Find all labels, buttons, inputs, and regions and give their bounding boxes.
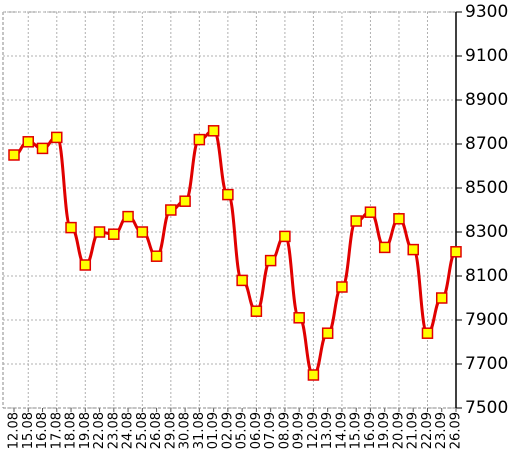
marker [207, 125, 220, 137]
marker [336, 281, 348, 293]
y-tick-label: 8700 [465, 134, 508, 154]
x-tick-label: 19.08 [78, 412, 93, 449]
x-tick-label: 19.09 [377, 412, 392, 449]
marker [407, 243, 419, 256]
x-tick-label: 16.08 [35, 412, 50, 449]
x-tick-label: 31.08 [192, 412, 207, 449]
x-tick-label: 22.09 [420, 412, 435, 449]
x-tick-label: 23.09 [434, 412, 449, 449]
marker [22, 136, 35, 148]
marker [193, 133, 206, 146]
y-tick-label: 7700 [465, 354, 508, 374]
marker [222, 188, 234, 201]
marker [250, 305, 263, 317]
x-tick-label: 06.09 [249, 412, 264, 449]
x-tick-label: 09.09 [292, 412, 307, 449]
x-tick-label: 30.08 [178, 412, 193, 449]
marker [150, 250, 163, 262]
x-tick-label: 12.09 [306, 412, 321, 449]
x-tick-label: 14.09 [334, 412, 349, 449]
marker [93, 226, 106, 238]
marker [364, 206, 377, 218]
x-tick-label: 25.08 [135, 412, 150, 449]
marker [321, 327, 334, 339]
x-tick-label: 21.09 [406, 412, 421, 449]
y-tick-label: 8100 [465, 266, 508, 286]
x-tick-label: 02.09 [220, 412, 235, 449]
y-tick-label: 8900 [465, 90, 508, 110]
x-tick-label: 20.09 [391, 412, 406, 449]
marker [108, 228, 120, 240]
marker [136, 226, 149, 238]
x-tick-label: 26.09 [449, 412, 464, 449]
marker [65, 221, 77, 234]
y-tick-label: 8500 [465, 178, 508, 198]
marker [51, 131, 63, 144]
x-tick-label: 13.09 [320, 412, 335, 449]
x-tick-label: 17.08 [49, 412, 64, 449]
marker [378, 241, 391, 254]
x-tick-label: 05.09 [235, 412, 250, 449]
y-tick-label: 7500 [465, 398, 508, 418]
x-tick-label: 24.08 [121, 412, 136, 449]
x-tick-label: 08.09 [277, 412, 292, 449]
marker [435, 292, 448, 304]
x-tick-label: 16.09 [363, 412, 378, 449]
x-tick-label: 01.09 [206, 412, 221, 449]
marker [264, 254, 277, 267]
marker [421, 327, 434, 339]
marker [79, 259, 92, 271]
marker [236, 274, 248, 287]
y-tick-label: 9100 [465, 46, 508, 66]
x-tick-label: 29.08 [163, 412, 178, 449]
x-tick-label: 07.09 [263, 412, 278, 449]
x-tick-label: 23.08 [106, 412, 121, 449]
y-tick-label: 8300 [465, 222, 508, 242]
marker [179, 195, 191, 207]
marker [36, 142, 49, 155]
x-tick-label: 22.08 [92, 412, 107, 449]
marker [293, 312, 305, 324]
marker [279, 230, 291, 243]
x-tick-label: 15.08 [21, 412, 36, 449]
marker [393, 213, 405, 225]
x-tick-label: 15.09 [349, 412, 364, 449]
marker [350, 215, 362, 227]
y-tick-label: 9300 [465, 2, 508, 22]
x-tick-label: 12.08 [7, 412, 22, 449]
marker [8, 149, 20, 161]
x-tick-label: 18.08 [64, 412, 79, 449]
x-tick-label: 26.08 [149, 412, 164, 449]
y-tick-label: 7900 [465, 310, 508, 330]
marker [307, 369, 320, 381]
marker [122, 210, 134, 223]
marker [450, 246, 462, 258]
marker [165, 204, 177, 216]
